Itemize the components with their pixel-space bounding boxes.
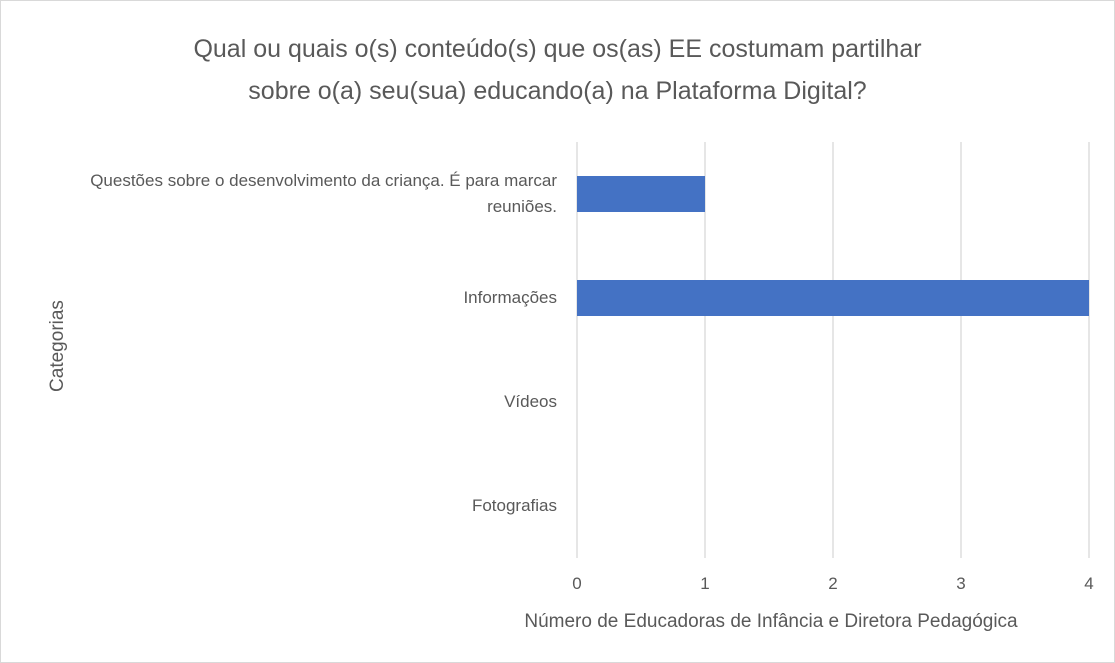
bar xyxy=(577,176,705,212)
x-tick-label: 0 xyxy=(572,574,581,593)
y-tick-label: Questões sobre o desenvolvimento da cria… xyxy=(90,171,557,216)
x-axis-label: Número de Educadoras de Infância e Diret… xyxy=(524,611,1018,632)
x-tick-label: 3 xyxy=(956,574,965,593)
bar xyxy=(577,280,1089,316)
y-tick-label: Informações xyxy=(463,288,557,307)
y-tick-label: Vídeos xyxy=(504,392,557,411)
x-tick-label: 1 xyxy=(700,574,709,593)
x-tick-label: 2 xyxy=(828,574,837,593)
y-axis-label: Categorias xyxy=(47,300,68,392)
y-tick-label: Fotografias xyxy=(471,496,557,515)
chart-title: Qual ou quais o(s) conteúdo(s) que os(as… xyxy=(193,35,922,63)
x-tick-label: 4 xyxy=(1084,574,1093,593)
chart-title: sobre o(a) seu(sua) educando(a) na Plata… xyxy=(248,77,867,105)
